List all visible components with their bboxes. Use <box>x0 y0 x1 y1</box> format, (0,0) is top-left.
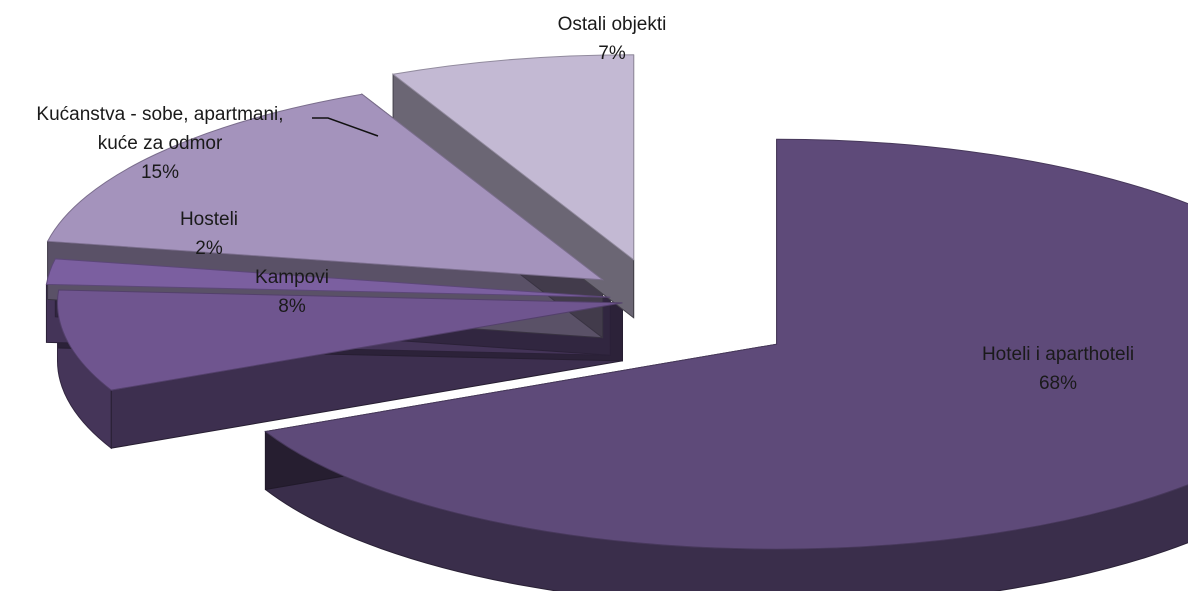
slice-3 <box>46 93 605 281</box>
slice-label-1: Kampovi 8% <box>255 267 329 317</box>
slice-label-3: Kućanstva - sobe, apartmani, kuće za odmo… <box>36 104 283 183</box>
leader-line <box>312 117 379 137</box>
slice-2 <box>45 258 611 298</box>
slice-label-0: Hoteli i aparthoteli 68% <box>982 344 1134 394</box>
slice-label-4: Ostali objekti 7% <box>558 14 667 64</box>
slice-label-2: Hosteli 2% <box>180 209 238 259</box>
slice-labels: Hoteli i aparthoteli 68% Kampovi 8% Hosteli 2… <box>36 14 1134 394</box>
slice-1 <box>57 289 623 391</box>
slice-tops <box>45 54 1188 550</box>
slice-4 <box>391 54 635 261</box>
slice-0 <box>264 138 1188 550</box>
